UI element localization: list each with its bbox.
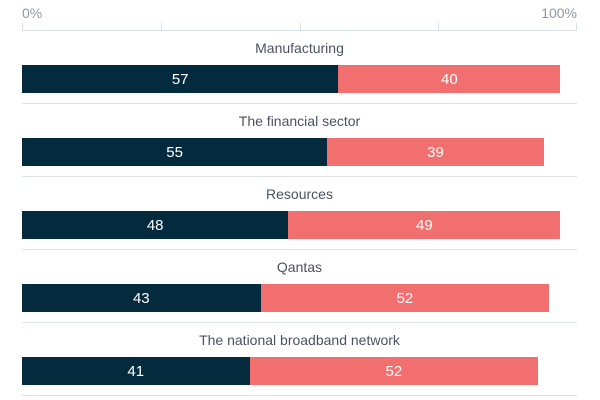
bar-group: The financial sector 55 39 [22, 104, 577, 177]
stacked-bar: 41 52 [22, 357, 577, 385]
bar-group: Manufacturing 57 40 [22, 31, 577, 104]
stacked-bar: 48 49 [22, 211, 577, 239]
bar-value-label: 52 [396, 289, 414, 307]
bar-groups: Manufacturing 57 40 The financial sector 55 3… [22, 31, 577, 396]
bar-value-label: 49 [416, 216, 433, 234]
coral-pink-segment: 39 [327, 138, 544, 166]
axis-tick-75 [438, 23, 440, 30]
bar-value-label: 52 [385, 362, 403, 380]
stacked-bar: 55 39 [22, 138, 577, 166]
dark-navy-segment: 41 [22, 357, 250, 385]
coral-pink-segment: 40 [338, 65, 561, 93]
dark-navy-segment: 48 [22, 211, 289, 239]
stacked-bar: 43 52 [22, 284, 577, 312]
category-label: The financial sector [238, 113, 361, 129]
stacked-bar: 57 40 [22, 65, 577, 93]
coral-pink-segment: 52 [249, 357, 539, 385]
category-label: Manufacturing [255, 40, 344, 56]
bar-group: Qantas 43 52 [22, 250, 577, 323]
coral-pink-segment: 52 [260, 284, 550, 312]
dark-navy-segment: 57 [22, 65, 339, 93]
bar-value-label: 39 [427, 143, 444, 161]
dark-navy-segment: 43 [22, 284, 261, 312]
bar-group: Resources 48 49 [22, 177, 577, 250]
dark-navy-segment: 55 [22, 138, 328, 166]
category-label: Resources [266, 186, 333, 202]
axis-tick-100 [576, 23, 577, 30]
coral-pink-segment: 49 [288, 211, 561, 239]
x-axis-labels: 0% 100% [22, 0, 577, 21]
bar-value-label: 43 [132, 289, 150, 307]
axis-line [22, 23, 577, 31]
category-label: Qantas [276, 259, 323, 275]
axis-tick-0 [22, 23, 23, 30]
bar-value-label: 48 [146, 216, 164, 234]
category-label: The national broadband network [199, 332, 400, 348]
bar-value-label: 40 [441, 70, 458, 88]
axis-tick-25 [160, 23, 162, 30]
bar-value-label: 57 [171, 70, 189, 88]
bar-value-label: 41 [127, 362, 145, 380]
bar-group: The national broadband network 41 52 [22, 323, 577, 396]
bar-value-label: 55 [166, 143, 183, 161]
axis-tick-50 [299, 23, 301, 30]
axis-label-min: 0% [22, 5, 43, 21]
x-axis: 0% 100% [22, 0, 577, 31]
axis-label-max: 100% [541, 5, 577, 21]
